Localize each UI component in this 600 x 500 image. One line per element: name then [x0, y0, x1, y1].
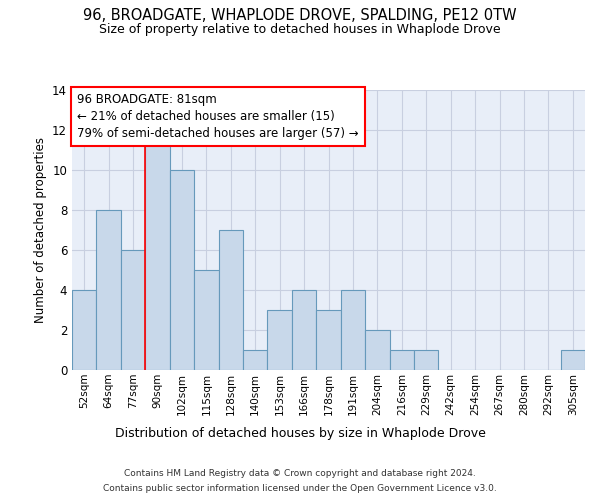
- Bar: [72, 290, 97, 370]
- Text: Contains HM Land Registry data © Crown copyright and database right 2024.: Contains HM Land Registry data © Crown c…: [124, 469, 476, 478]
- Bar: [414, 350, 439, 370]
- Bar: [97, 210, 121, 370]
- Bar: [121, 250, 145, 370]
- Text: 96 BROADGATE: 81sqm
← 21% of detached houses are smaller (15)
79% of semi-detach: 96 BROADGATE: 81sqm ← 21% of detached ho…: [77, 93, 359, 140]
- Bar: [268, 310, 292, 370]
- Text: Size of property relative to detached houses in Whaplode Drove: Size of property relative to detached ho…: [99, 22, 501, 36]
- Bar: [316, 310, 341, 370]
- Bar: [341, 290, 365, 370]
- Bar: [243, 350, 268, 370]
- Text: Contains public sector information licensed under the Open Government Licence v3: Contains public sector information licen…: [103, 484, 497, 493]
- Bar: [365, 330, 389, 370]
- Bar: [145, 130, 170, 370]
- Y-axis label: Number of detached properties: Number of detached properties: [34, 137, 47, 323]
- Bar: [194, 270, 218, 370]
- Text: 96, BROADGATE, WHAPLODE DROVE, SPALDING, PE12 0TW: 96, BROADGATE, WHAPLODE DROVE, SPALDING,…: [83, 8, 517, 22]
- Bar: [170, 170, 194, 370]
- Bar: [389, 350, 414, 370]
- Bar: [560, 350, 585, 370]
- Text: Distribution of detached houses by size in Whaplode Drove: Distribution of detached houses by size …: [115, 428, 485, 440]
- Bar: [292, 290, 316, 370]
- Bar: [218, 230, 243, 370]
